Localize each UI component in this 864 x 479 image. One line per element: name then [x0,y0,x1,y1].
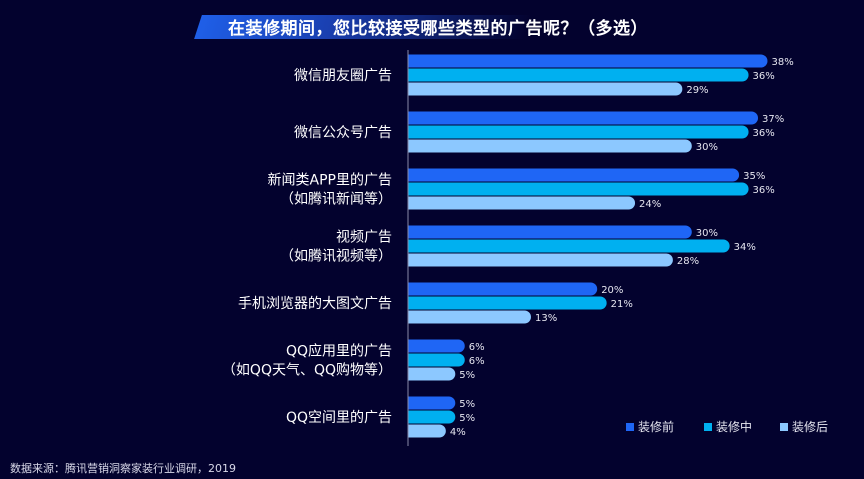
bar [407,310,531,324]
category-label: 新闻类APP里的广告 [268,173,392,189]
bar [408,182,749,196]
data-label: 6% [469,342,485,353]
legend-label: 装修后 [792,419,828,434]
legend-label: 装修前 [638,419,674,434]
data-label: 38% [771,57,793,68]
data-label: 13% [535,313,557,324]
data-label: 5% [459,413,475,424]
chart-title: 在装修期间，您比较接受哪些类型的广告呢？（多选） [228,19,648,39]
data-label: 29% [686,85,708,96]
bar [407,54,768,68]
bar [408,424,446,438]
data-label: 36% [753,71,775,82]
data-label: 5% [459,399,475,410]
bar [408,253,673,267]
bar [408,196,636,210]
bar [408,139,692,153]
bar [408,68,749,82]
legend-swatch [626,423,634,431]
data-label: 30% [696,228,718,239]
data-label: 24% [639,199,661,210]
data-label: 30% [696,142,718,153]
data-label: 6% [469,356,485,367]
data-label: 35% [743,171,765,182]
category-label: 视频广告 [336,230,392,246]
category-label: QQ空间里的广告 [286,410,392,426]
data-label: 36% [753,185,775,196]
bar [408,225,692,239]
data-label: 28% [677,256,699,267]
category-label: （如腾讯新闻等） [280,191,392,208]
category-label: QQ应用里的广告 [286,343,392,360]
category-label: 微信公众号广告 [294,125,392,141]
bar [408,125,749,139]
legend-label: 装修中 [716,419,752,434]
bar [408,396,456,410]
legend-swatch [704,423,712,431]
category-label: 手机浏览器的大图文广告 [238,296,392,312]
bar [408,296,607,310]
bar [408,339,465,353]
category-label: 微信朋友圈广告 [294,68,392,84]
data-label: 37% [762,114,784,125]
bar [408,239,730,253]
bar [407,168,740,182]
category-label: （如腾讯视频等） [280,248,392,265]
category-label: （如QQ天气、QQ购物等） [222,362,392,379]
data-label: 20% [601,285,623,296]
data-label: 36% [753,128,775,139]
bar [408,282,598,296]
bar [408,367,456,381]
bar [408,353,465,367]
data-label: 4% [450,427,466,438]
bar [408,111,759,125]
bar [407,82,683,96]
data-label: 21% [611,299,633,310]
data-label: 5% [459,370,475,381]
source-note: 数据来源：腾讯营销洞察家装行业调研，2019 [10,462,236,475]
legend-swatch [780,423,788,431]
bar [408,410,456,424]
data-label: 34% [734,242,756,253]
